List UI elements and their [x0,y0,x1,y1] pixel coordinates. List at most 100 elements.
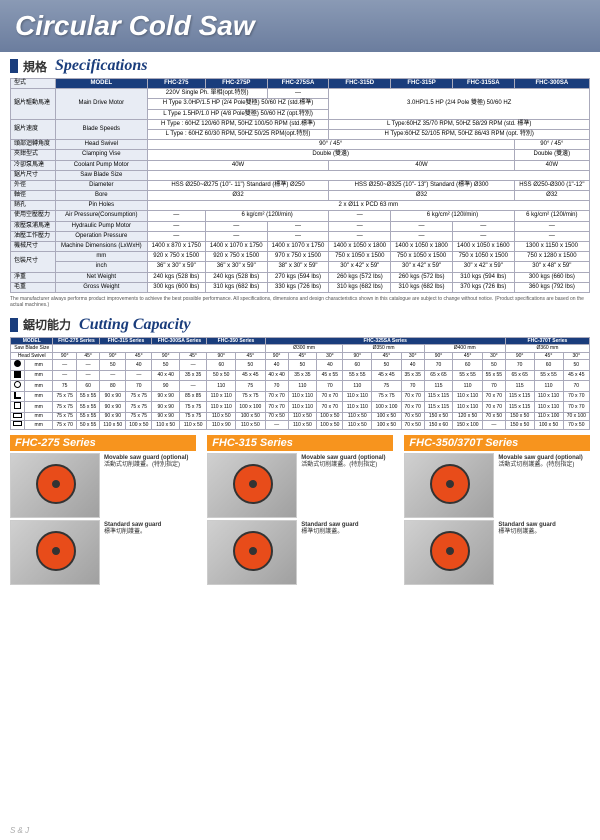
capacity-section-header: 鋸切能力 Cutting Capacity [0,311,600,337]
cell: 1400 x 1050 x 1800 [391,242,453,252]
capacity-cell: 115 x 115 [505,391,534,402]
row-sublabel: Saw Blade Size [55,170,147,180]
capacity-cell: 40 [317,360,343,371]
model-header: FHC-275P [205,79,267,89]
capacity-cell: 110 x 90 [207,421,236,430]
capacity-cell: 110 [207,381,236,392]
capacity-cell: 70 x 50 [265,412,288,421]
capacity-cell: 100 x 50 [236,412,266,421]
image-caption: Movable saw guard (optional)活動式切削護蓋。(特別指… [100,453,196,518]
cell: 920 x 750 x 1500 [147,252,205,262]
cell: Ø400 mm [424,345,505,353]
cell: — [514,221,589,231]
cap-series: FHC-370T Series [505,337,589,345]
cell: Ø300 mm [265,345,343,353]
capacity-cell: — [126,370,152,381]
capacity-cell: 110 x 50 [288,421,317,430]
cap-series: FHC-325SA Series [265,337,505,345]
cell: — [147,231,205,241]
cell: Ø360 mm [505,345,589,353]
unit-cell: mm [25,412,53,421]
capacity-cell: 100 x 100 [236,402,266,413]
capacity-cell: 50 [100,360,126,371]
cell: Ø32 [329,191,514,201]
row-label: 冷卻泵馬達 [11,160,56,170]
shape-icon [11,421,25,430]
cell: 310 kgs (682 lbs) [391,282,453,292]
angle-cell: 45° [179,352,206,360]
row-label: 包裝尺寸 [11,252,56,272]
saw-disc-icon [430,464,470,504]
cell: — [452,231,514,241]
cell: L Type 1.5HP/1.0 HP (4/8 Pole雙極) 50/60 H… [147,109,329,119]
cell: 220V Single Ph. 單相(opt.特別) [147,89,267,99]
model-header: FHC-275 [147,79,205,89]
cell: — [329,231,391,241]
cell: — [514,231,589,241]
angle-cell: 90° [424,352,453,360]
section-marker-icon [10,59,18,73]
cell: H Type : 60HZ 120/60 RPM, 50HZ 100/50 RP… [147,119,329,129]
cell: — [452,221,514,231]
cell: — [329,221,391,231]
capacity-cell: 60 [534,360,563,371]
capacity-cell: 35 x 35 [401,370,424,381]
saw-disc-icon [430,531,470,571]
capacity-cell: 90 x 90 [152,402,179,413]
capacity-cell: 60 [343,360,372,371]
capacity-cell: — [179,360,206,371]
capacity-cell: 110 x 50 [179,421,206,430]
capacity-cell: 45 x 55 [317,370,343,381]
capacity-cell: — [100,370,126,381]
capacity-cell: 70 x 70 [563,391,589,402]
cap-series: FHC-300SA Series [152,337,207,345]
capacity-cell: 70 [482,381,505,392]
capacity-cell: — [482,421,505,430]
cell: 2 x Ø11 x PCD 63 mm [147,201,589,211]
capacity-cell: 75 x 75 [53,402,76,413]
cell: L Type : 60HZ 60/30 RPM, 50HZ 50/25 RPM(… [147,129,329,139]
angle-cell: 90° [343,352,372,360]
row-sublabel: Diameter [55,180,147,190]
unit-cell: mm [25,381,53,392]
capacity-cell: 110 x 110 [288,391,317,402]
capacity-cell: 75 x 70 [53,421,76,430]
capacity-cell: 120 x 50 [453,412,483,421]
product-image [207,453,297,518]
angle-cell: 90° [53,352,76,360]
capacity-cell: 75 x 75 [126,402,152,413]
capacity-cell: 90 [152,381,179,392]
page-title: Circular Cold Saw [0,0,600,52]
image-caption: Movable saw guard (optional)活動式切削護蓋。(特別指… [494,453,590,518]
capacity-cell: 150 x 60 [424,421,453,430]
blade-size-label: Saw Blade Size [11,345,53,353]
unit-cell: mm [25,370,53,381]
cell: — [267,231,329,241]
capacity-cell: 40 x 40 [152,370,179,381]
cell: Ø32 [147,191,329,201]
cell: 750 x 1050 x 1500 [452,252,514,262]
angle-cell: 45° [288,352,317,360]
row-sublabel: Head Swivel [55,140,147,150]
angle-cell: 90° [100,352,126,360]
capacity-cell: 110 x 110 [534,402,563,413]
cell: 30" x 42" x 59" [329,262,391,272]
model-header: FHC-275SA [267,79,329,89]
capacity-cell: 100 x 50 [317,421,343,430]
image-caption: Standard saw guard標準切削護蓋。 [494,520,590,585]
cell: 360 kgs (792 lbs) [514,282,589,292]
cell: 750 x 1280 x 1500 [514,252,589,262]
image-caption: Movable saw guard (optional)活動式切削護蓋。(特別指… [297,453,393,518]
capacity-cell: 50 [152,360,179,371]
capacity-cell: 60 [207,360,236,371]
capacity-cell: 45 x 45 [563,370,589,381]
capacity-cell: 50 x 55 [76,421,99,430]
cell: — [391,231,453,241]
row-label: 軸徑 [11,191,56,201]
cell: 1400 x 1070 x 1750 [267,242,329,252]
series-name: FHC-315 Series [207,435,393,451]
model-header: FHC-315D [329,79,391,89]
capacity-cell: 115 x 115 [424,391,453,402]
capacity-cell: 110 x 110 [453,391,483,402]
row-label: 頭部迴轉角度 [11,140,56,150]
